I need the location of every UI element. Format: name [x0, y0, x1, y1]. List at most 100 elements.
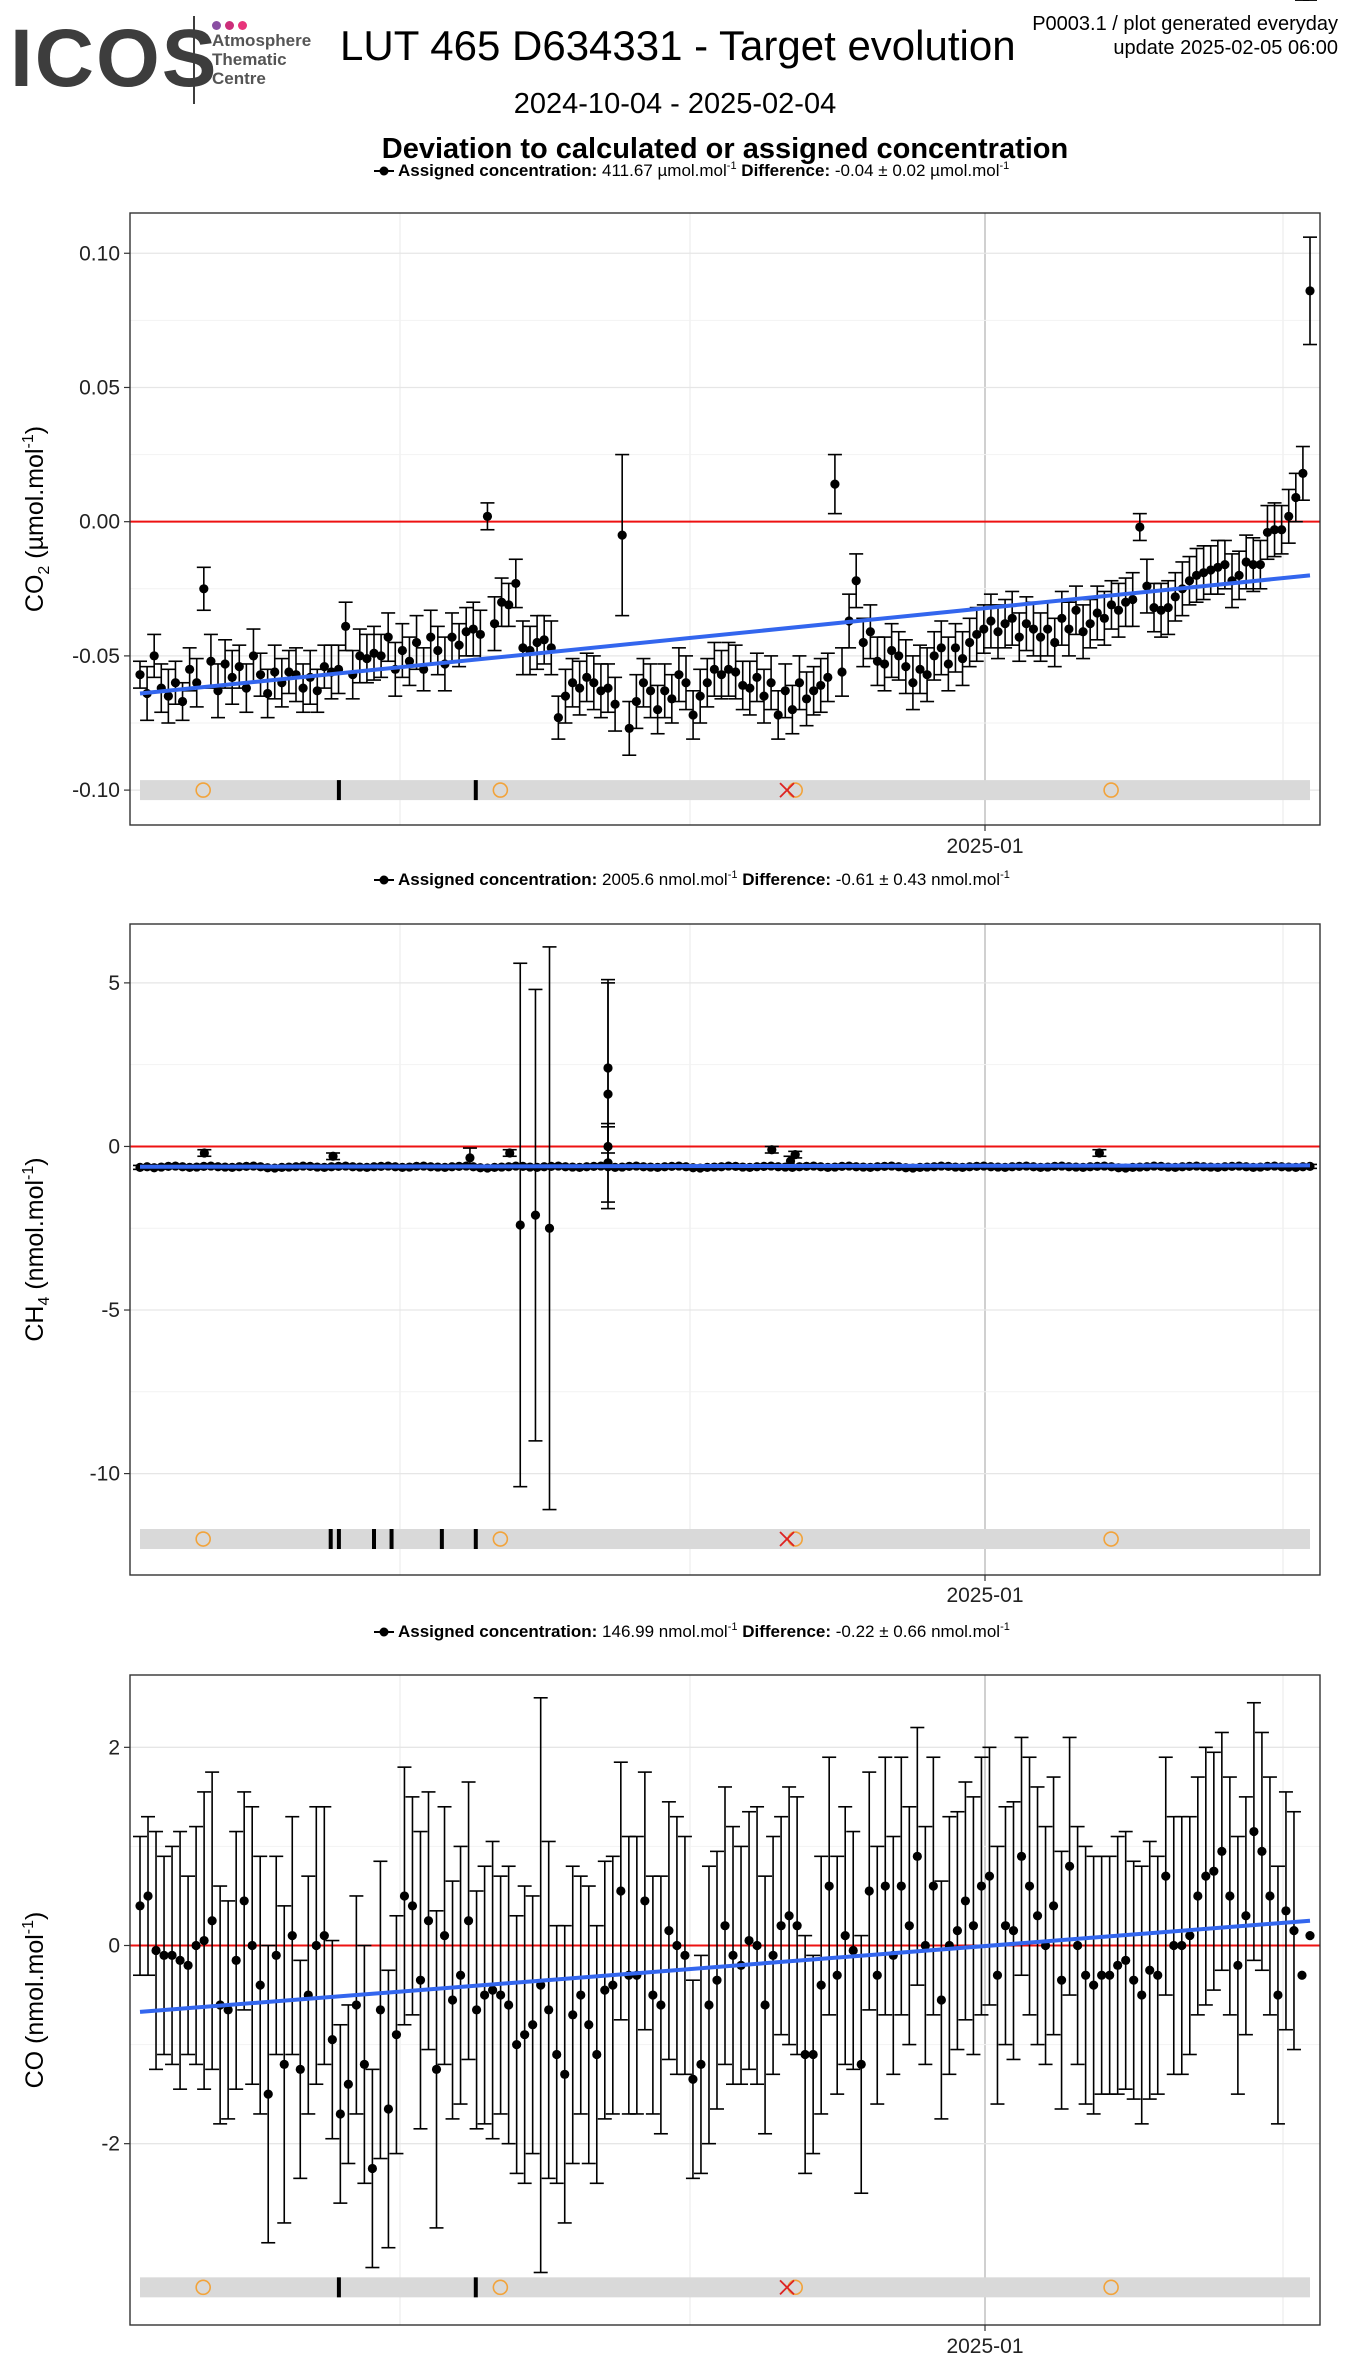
data-point	[1070, 1825, 1085, 2066]
point-marker	[1032, 1911, 1043, 1921]
flag-bar	[473, 1529, 478, 1550]
legend-text: Assigned concentration: 411.67 µmol.mol-…	[398, 160, 1009, 180]
plot-heading: Deviation to calculated or assigned conc…	[381, 133, 1069, 165]
point-marker	[576, 1990, 586, 2000]
y-tick-label: 0	[108, 1135, 120, 1158]
data-point	[902, 1805, 917, 2046]
data-point	[1232, 550, 1247, 601]
point-marker	[341, 621, 351, 631]
point-marker	[1163, 602, 1173, 613]
point-marker	[660, 686, 670, 696]
data-point	[485, 1840, 500, 2140]
data-point	[615, 453, 630, 617]
point-marker	[369, 648, 379, 658]
data-point	[277, 1905, 292, 2224]
point-marker	[511, 578, 521, 589]
point-marker	[433, 645, 443, 656]
point-marker	[957, 653, 968, 664]
data-point	[1125, 571, 1140, 628]
point-marker	[482, 511, 493, 521]
data-point	[669, 1815, 684, 2076]
data-point	[636, 657, 651, 708]
data-point	[1104, 579, 1119, 630]
flag-bar	[328, 1529, 333, 1550]
data-point	[966, 1796, 981, 2056]
point-marker	[404, 656, 415, 666]
point-marker	[589, 678, 599, 688]
point-marker	[355, 651, 365, 661]
data-point	[147, 633, 162, 679]
data-point	[1254, 1731, 1269, 1972]
point-marker	[787, 704, 797, 715]
point-marker	[423, 1916, 434, 1926]
point-marker	[603, 1089, 613, 1099]
point-marker	[1137, 1990, 1147, 2000]
trend-line	[139, 573, 1311, 696]
data-point	[267, 644, 282, 700]
page-header: ICOS Atmosphere Thematic Centre LUT 465 …	[0, 0, 1350, 190]
point-marker	[1248, 560, 1258, 570]
point-marker	[1094, 1148, 1104, 1158]
point-marker	[887, 645, 897, 656]
point-marker	[1273, 1990, 1283, 2000]
flag-bar	[389, 1529, 394, 1550]
data-point	[269, 1855, 284, 2056]
data-point	[926, 1756, 941, 2016]
point-marker	[455, 1970, 466, 1980]
point-marker	[823, 672, 833, 682]
point-marker	[1201, 1871, 1211, 1881]
point-marker	[1016, 1851, 1027, 1861]
point-marker	[447, 1995, 458, 2005]
data-point	[197, 1791, 212, 2090]
point-marker	[1078, 627, 1088, 637]
point-marker	[1071, 605, 1081, 615]
point-marker	[584, 2020, 594, 2030]
point-marker	[582, 672, 592, 682]
point-marker	[1113, 1960, 1123, 1970]
point-marker	[552, 2049, 562, 2060]
point-marker	[716, 670, 727, 680]
data-point	[1281, 488, 1296, 544]
data-point	[528, 988, 543, 1442]
flag-circle	[195, 782, 211, 798]
logo-dots	[212, 17, 251, 35]
point-marker	[830, 479, 840, 489]
point-marker	[792, 1921, 802, 1931]
icos-logo: ICOS	[10, 13, 219, 104]
point-marker	[720, 1921, 730, 1931]
data-point	[905, 655, 920, 711]
data-point	[325, 1939, 340, 2140]
data-point	[693, 668, 708, 724]
data-point	[149, 1830, 164, 2071]
data-point	[597, 1860, 612, 2120]
point-marker	[952, 1926, 962, 1936]
data-point	[509, 1914, 524, 2175]
flag-bar	[372, 1529, 376, 1550]
data-point	[508, 558, 523, 609]
logo-divider	[193, 16, 195, 104]
flag-circle	[492, 1531, 509, 1547]
data-point	[293, 1959, 308, 2180]
data-point	[1142, 1840, 1157, 2100]
point-marker	[1265, 1891, 1275, 1901]
data-point	[920, 647, 935, 703]
point-marker	[712, 1975, 722, 1985]
point-marker	[1048, 1901, 1059, 1911]
data-point	[168, 660, 183, 706]
point-marker	[1241, 1911, 1251, 1921]
point-marker	[1297, 1970, 1307, 1980]
data-point	[1222, 1776, 1237, 2016]
data-point	[181, 1875, 196, 2056]
data-point	[239, 663, 254, 714]
point-marker	[617, 530, 627, 540]
data-point	[629, 673, 644, 730]
data-point	[913, 644, 927, 695]
point-marker	[738, 680, 748, 691]
trend-line	[139, 1918, 1311, 2014]
data-point	[700, 657, 715, 708]
data-point	[1150, 1855, 1165, 2095]
point-marker	[375, 2005, 386, 2015]
point-marker	[539, 635, 549, 645]
data-point	[910, 1726, 925, 1986]
point-marker	[367, 2163, 377, 2174]
